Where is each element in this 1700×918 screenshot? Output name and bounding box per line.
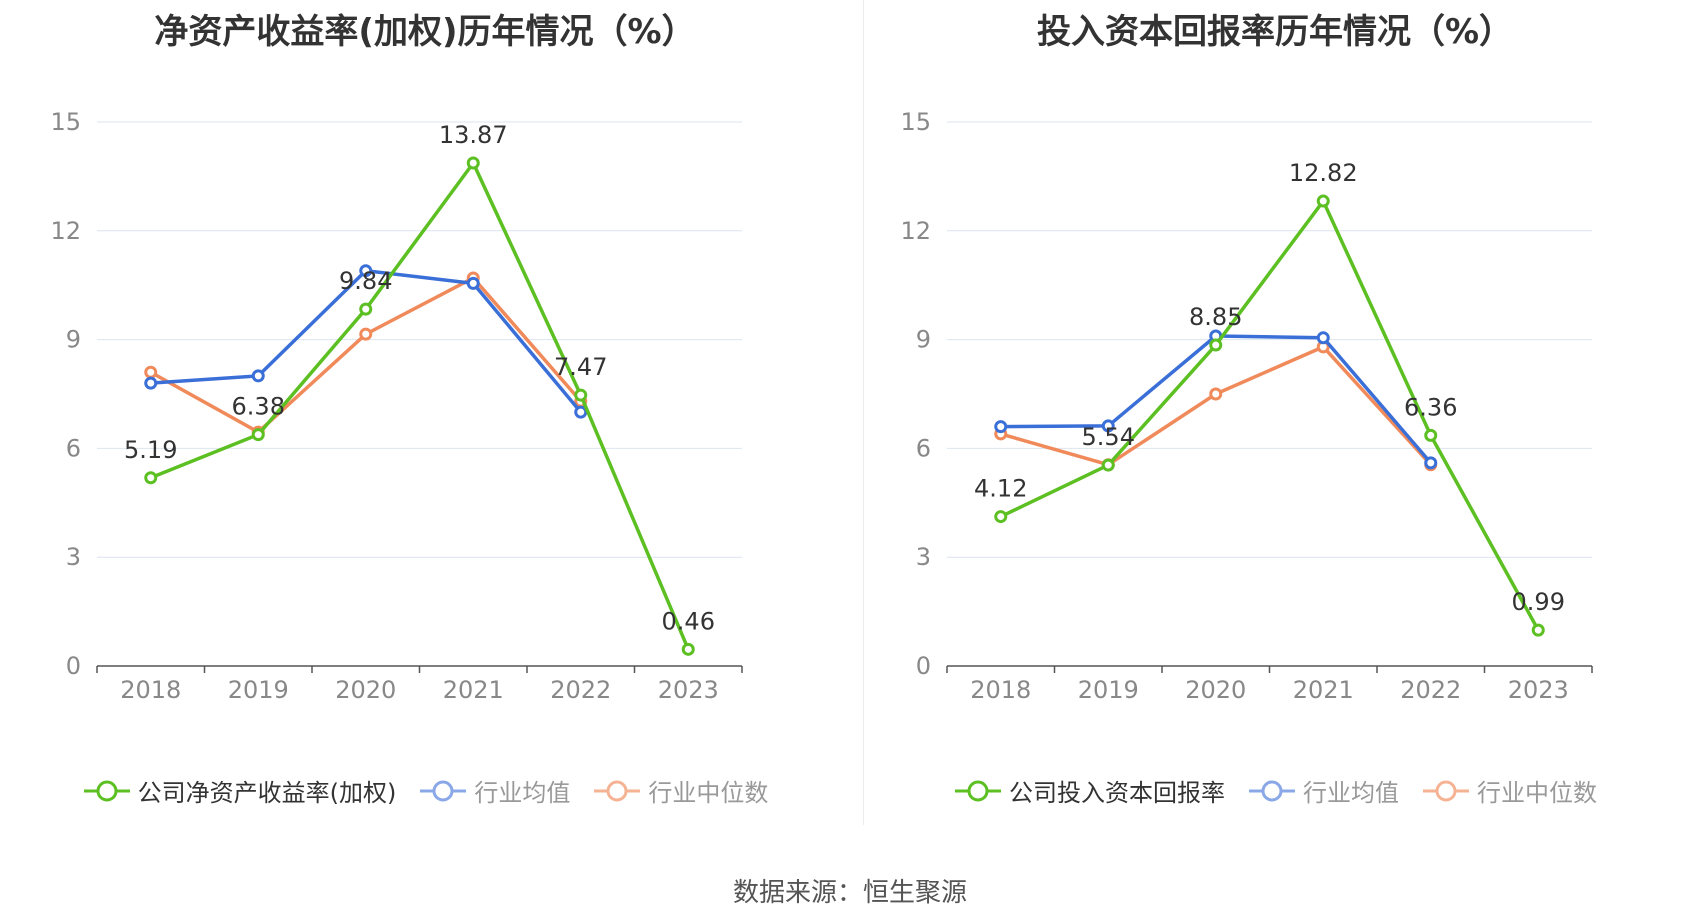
company-point (251, 428, 265, 442)
data-label: 0.99 (1512, 588, 1565, 616)
industry-avg-point (994, 420, 1008, 434)
company-point (144, 471, 158, 485)
data-source-note: 数据来源：恒生聚源 (732, 878, 967, 908)
y-tick-label: 3 (916, 543, 931, 571)
legend-item-company[interactable]: 公司净资产收益率(加权) (82, 773, 397, 808)
data-label: 5.19 (124, 436, 177, 464)
data-label: 6.38 (232, 393, 285, 421)
legend-line-circle-icon (1423, 780, 1469, 801)
y-tick-label: 3 (66, 543, 81, 571)
legend-item-industry-median[interactable]: 行业中位数 (1421, 773, 1597, 808)
y-tick-label: 12 (50, 217, 81, 245)
y-tick-label: 15 (50, 108, 81, 136)
company-point (574, 388, 588, 402)
industry-avg-point (1424, 456, 1438, 470)
industry-median-line (1000, 345, 1433, 467)
x-tick-label: 2018 (120, 676, 181, 704)
x-tick-label: 2020 (335, 676, 396, 704)
industry-median-line (149, 276, 583, 434)
data-label: 5.54 (1082, 423, 1135, 451)
legend-label: 行业均值 (474, 779, 571, 807)
legend-label: 公司净资产收益率(加权) (137, 779, 397, 807)
company-point (1424, 428, 1438, 442)
industry-median-point (144, 365, 158, 379)
legend-line-circle-icon (420, 780, 467, 801)
industry-median-point (359, 327, 373, 341)
legend-line-circle-icon (1249, 780, 1295, 801)
data-label: 9.84 (339, 267, 392, 295)
y-tick-label: 9 (916, 326, 931, 354)
x-tick-label: 2023 (1508, 676, 1569, 704)
panel-divider (863, 0, 864, 825)
company-point (1101, 458, 1115, 472)
industry-avg-point (144, 376, 158, 390)
x-tick-label: 2022 (1400, 676, 1461, 704)
y-tick-label: 0 (916, 652, 931, 680)
company-point (994, 510, 1008, 524)
data-label: 12.82 (1289, 159, 1358, 187)
company-point (1316, 194, 1330, 208)
industry-avg-point (251, 369, 265, 383)
x-tick-label: 2021 (443, 676, 504, 704)
industry-avg-point (1316, 331, 1330, 345)
legend-item-industry-avg[interactable]: 行业均值 (418, 773, 570, 808)
x-tick-label: 2021 (1293, 676, 1354, 704)
x-tick-label: 2019 (1078, 676, 1139, 704)
y-tick-label: 12 (900, 217, 931, 245)
industry-avg-point (466, 276, 480, 290)
company-point (1209, 338, 1223, 352)
x-tick-label: 2023 (658, 676, 719, 704)
legend-line-circle-icon (83, 780, 130, 801)
company-point (681, 642, 695, 656)
roic-chart-panel: 投入资本回报率历年情况（%） 0 3 6 9 12 15 2018 2019 2020 2021 2… (850, 0, 1700, 830)
x-tick-label: 2019 (228, 676, 289, 704)
data-label: 8.85 (1189, 303, 1242, 331)
y-tick-label: 0 (66, 652, 81, 680)
industry-avg-point (1101, 419, 1115, 433)
data-label: 6.36 (1404, 393, 1457, 421)
legend-item-industry-median[interactable]: 行业中位数 (592, 773, 768, 808)
x-tick-label: 2018 (970, 676, 1031, 704)
x-tick-label: 2020 (1185, 676, 1246, 704)
company-point (466, 156, 480, 170)
data-label: 4.12 (974, 475, 1027, 503)
data-label: 13.87 (439, 121, 508, 149)
company-line (999, 199, 1540, 631)
legend-label: 公司投入资本回报率 (1009, 779, 1225, 807)
legend-line-circle-icon (594, 780, 641, 801)
roe-line-chart: 0 3 6 9 12 15 2018 2019 2020 2021 2022 2023 5.19 6.38… (50, 108, 743, 704)
chart-title: 投入资本回报率历年情况（%） (1036, 12, 1514, 52)
company-point (359, 302, 373, 316)
industry-median-point (1209, 387, 1223, 401)
legend-item-industry-avg[interactable]: 行业均值 (1247, 773, 1399, 808)
chart-legend: 公司投入资本回报率 行业均值 行业中位数 (850, 773, 1700, 808)
company-line (150, 161, 690, 650)
industry-avg-point (359, 264, 373, 278)
legend-label: 行业均值 (1303, 779, 1399, 807)
roic-line-chart: 0 3 6 9 12 15 2018 2019 2020 2021 2022 2023 4.12 5.54… (900, 108, 1593, 704)
legend-item-company[interactable]: 公司投入资本回报率 (953, 773, 1225, 808)
chart-legend: 公司净资产收益率(加权) 行业均值 行业中位数 (0, 773, 850, 808)
x-tick-label: 2022 (550, 676, 611, 704)
y-tick-label: 6 (916, 434, 931, 462)
legend-line-circle-icon (955, 780, 1001, 801)
y-tick-label: 6 (66, 434, 81, 462)
y-tick-label: 9 (66, 326, 81, 354)
data-label: 0.46 (662, 607, 715, 635)
legend-label: 行业中位数 (648, 779, 769, 807)
company-point (1531, 623, 1545, 637)
industry-avg-point (574, 405, 588, 419)
y-tick-label: 15 (900, 108, 931, 136)
data-label: 7.47 (554, 353, 607, 381)
chart-title: 净资产收益率(加权)历年情况（%） (154, 12, 696, 52)
legend-label: 行业中位数 (1477, 779, 1597, 807)
roe-chart-panel: 净资产收益率(加权)历年情况（%） 0 3 6 9 12 15 2018 2019 2020 20… (0, 0, 850, 830)
